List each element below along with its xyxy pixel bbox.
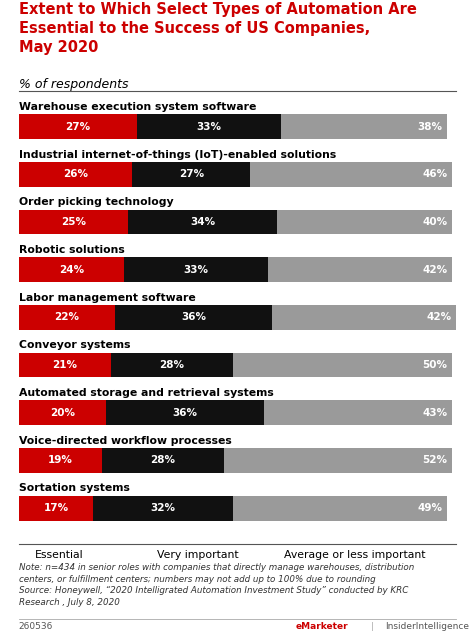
Bar <box>106 401 264 425</box>
Text: 32%: 32% <box>150 503 175 513</box>
Text: 28%: 28% <box>159 360 184 370</box>
Bar <box>251 162 452 187</box>
Text: Average or less important: Average or less important <box>284 550 425 560</box>
Text: 52%: 52% <box>422 456 447 466</box>
Text: |: | <box>371 622 374 631</box>
Text: Extent to Which Select Types of Automation Are
Essential to the Success of US Co: Extent to Which Select Types of Automati… <box>19 2 417 56</box>
Bar <box>277 210 452 234</box>
Bar <box>281 114 447 139</box>
Text: eMarketer: eMarketer <box>296 622 349 631</box>
Text: 42%: 42% <box>426 313 452 322</box>
Bar <box>272 305 456 330</box>
Text: Labor management software: Labor management software <box>19 293 196 302</box>
Text: 21%: 21% <box>52 360 77 370</box>
Text: 27%: 27% <box>65 122 90 131</box>
Bar <box>110 353 233 378</box>
Text: 27%: 27% <box>179 169 204 179</box>
Text: 40%: 40% <box>422 217 447 227</box>
Bar <box>19 448 102 473</box>
Text: % of respondents: % of respondents <box>19 78 128 91</box>
Text: Sortation systems: Sortation systems <box>19 484 130 493</box>
Text: 17%: 17% <box>43 503 69 513</box>
Bar <box>224 448 452 473</box>
Bar <box>233 353 452 378</box>
Text: Robotic solutions: Robotic solutions <box>19 245 125 255</box>
Text: 36%: 36% <box>181 313 206 322</box>
Text: Conveyor systems: Conveyor systems <box>19 340 130 350</box>
Text: 20%: 20% <box>50 408 75 418</box>
Bar <box>19 210 128 234</box>
Text: 26%: 26% <box>63 169 88 179</box>
Bar <box>264 401 452 425</box>
Text: 260536: 260536 <box>19 622 53 631</box>
Bar <box>124 257 268 282</box>
Text: 22%: 22% <box>55 313 79 322</box>
Text: 50%: 50% <box>422 360 447 370</box>
Text: Essential: Essential <box>35 550 83 560</box>
Text: 34%: 34% <box>190 217 215 227</box>
Bar <box>19 305 115 330</box>
Text: 28%: 28% <box>150 456 175 466</box>
Bar <box>19 401 106 425</box>
Text: Very important: Very important <box>157 550 239 560</box>
Text: 38%: 38% <box>418 122 443 131</box>
Bar <box>93 496 233 521</box>
Bar <box>19 353 110 378</box>
Bar <box>19 257 124 282</box>
Bar <box>128 210 277 234</box>
Bar <box>233 496 447 521</box>
Bar <box>268 257 452 282</box>
Bar <box>19 114 137 139</box>
Bar <box>115 305 272 330</box>
Bar <box>19 162 133 187</box>
Text: Warehouse execution system software: Warehouse execution system software <box>19 102 256 112</box>
Text: 46%: 46% <box>422 169 447 179</box>
Text: Automated storage and retrieval systems: Automated storage and retrieval systems <box>19 388 274 398</box>
Text: 24%: 24% <box>59 265 84 275</box>
Text: Voice-directed workflow processes: Voice-directed workflow processes <box>19 436 232 446</box>
Bar <box>137 114 281 139</box>
Text: 19%: 19% <box>48 456 73 466</box>
Text: Order picking technology: Order picking technology <box>19 197 173 207</box>
Text: 49%: 49% <box>418 503 443 513</box>
Text: 33%: 33% <box>183 265 208 275</box>
Text: 43%: 43% <box>422 408 447 418</box>
Bar <box>133 162 251 187</box>
Text: Industrial internet-of-things (IoT)-enabled solutions: Industrial internet-of-things (IoT)-enab… <box>19 149 336 160</box>
Text: Note: n=434 in senior roles with companies that directly manage warehouses, dist: Note: n=434 in senior roles with compani… <box>19 563 414 607</box>
Text: 36%: 36% <box>172 408 197 418</box>
Text: 33%: 33% <box>196 122 221 131</box>
Text: 25%: 25% <box>61 217 86 227</box>
Bar <box>19 496 93 521</box>
Bar <box>102 448 224 473</box>
Text: 42%: 42% <box>422 265 447 275</box>
Text: InsiderIntelligence.com: InsiderIntelligence.com <box>385 622 470 631</box>
